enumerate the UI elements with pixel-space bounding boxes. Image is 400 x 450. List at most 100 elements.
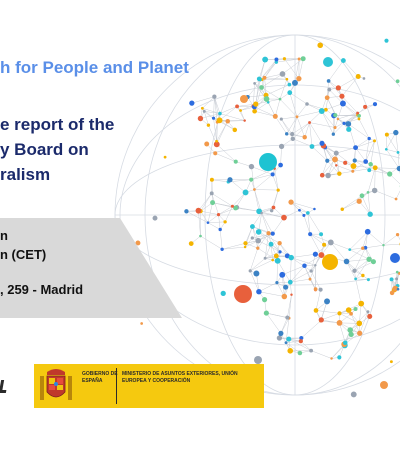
network-edge	[383, 243, 400, 246]
network-edge	[236, 106, 245, 121]
network-node	[298, 339, 303, 344]
network-node	[306, 211, 310, 215]
network-node	[262, 56, 269, 63]
network-node	[271, 205, 276, 210]
network-node	[211, 116, 216, 120]
network-node	[309, 144, 315, 149]
network-node	[243, 245, 247, 249]
network-node	[343, 258, 350, 265]
network-node	[272, 113, 278, 119]
network-edge	[266, 312, 288, 318]
network-edge	[261, 212, 269, 234]
network-edge	[275, 116, 287, 134]
network-edge	[310, 233, 331, 243]
title-line: e report of the	[0, 115, 115, 134]
network-node	[233, 205, 238, 211]
network-node	[389, 277, 394, 282]
network-edge	[386, 134, 399, 153]
network-node	[218, 111, 222, 116]
network-node	[353, 145, 359, 151]
network-edge	[309, 122, 336, 128]
network-node	[253, 101, 259, 107]
network-edge	[219, 113, 245, 121]
network-edge	[365, 138, 370, 162]
network-edge	[309, 122, 313, 147]
network-edge	[321, 313, 340, 321]
network-node	[347, 327, 353, 333]
network-edge	[290, 201, 308, 214]
network-edge	[258, 231, 280, 244]
network-edge	[354, 261, 374, 271]
network-node	[276, 335, 283, 341]
network-node	[269, 208, 274, 213]
network-node	[248, 163, 255, 170]
network-edge	[336, 152, 354, 167]
network-edge	[292, 138, 313, 147]
network-node	[263, 96, 270, 102]
network-node	[362, 77, 366, 80]
network-hub-node	[259, 153, 277, 171]
network-node	[308, 277, 312, 281]
network-node	[188, 241, 194, 246]
network-edge	[355, 147, 366, 162]
network-edge	[254, 189, 279, 191]
network-node	[395, 79, 400, 84]
network-node	[357, 330, 363, 336]
network-edge	[290, 270, 312, 283]
network-node	[239, 109, 242, 112]
network-node	[225, 118, 230, 124]
event-details: n n (CET) , 259 - Madrid	[0, 226, 200, 299]
network-node	[278, 250, 282, 254]
network-node	[384, 38, 389, 43]
network-edge	[331, 344, 345, 359]
network-node	[195, 207, 202, 214]
network-edge	[346, 248, 363, 262]
network-node	[230, 204, 234, 208]
network-node	[319, 140, 325, 146]
network-edge	[321, 89, 330, 112]
network-node	[256, 288, 262, 295]
network-node	[204, 141, 210, 147]
network-edge	[337, 112, 358, 120]
network-edge	[218, 207, 236, 215]
network-edge	[327, 160, 340, 174]
government-logo	[34, 364, 264, 408]
network-node	[274, 60, 279, 64]
network-node	[259, 85, 264, 90]
network-node	[297, 350, 303, 356]
network-node	[314, 264, 317, 267]
network-node	[339, 100, 346, 107]
network-node	[352, 268, 357, 273]
network-node	[367, 211, 373, 217]
network-edge	[283, 209, 300, 218]
network-edge	[254, 106, 276, 117]
network-edge	[359, 201, 371, 215]
network-edge	[198, 193, 212, 211]
network-edge	[249, 270, 260, 292]
network-edge	[290, 257, 292, 283]
network-edge	[322, 159, 336, 176]
network-edge	[296, 103, 308, 117]
network-edge	[361, 195, 371, 215]
network-node	[278, 162, 283, 168]
network-edge	[222, 246, 246, 250]
network-edge	[291, 257, 312, 272]
network-node	[302, 134, 307, 140]
network-node	[319, 172, 325, 178]
network-node	[243, 241, 248, 246]
network-edge	[245, 226, 253, 244]
network-edge	[256, 273, 260, 292]
network-edge	[200, 210, 209, 223]
network-node	[216, 213, 221, 217]
network-hub-node	[322, 254, 338, 270]
network-edge	[270, 244, 288, 257]
network-edge	[352, 167, 376, 172]
network-edge	[289, 92, 308, 105]
network-edge	[287, 294, 292, 318]
network-edge	[261, 73, 283, 88]
network-edge	[342, 200, 360, 210]
network-node	[263, 310, 269, 316]
network-node	[223, 220, 227, 224]
network-edge	[291, 253, 316, 258]
network-node	[216, 117, 223, 124]
